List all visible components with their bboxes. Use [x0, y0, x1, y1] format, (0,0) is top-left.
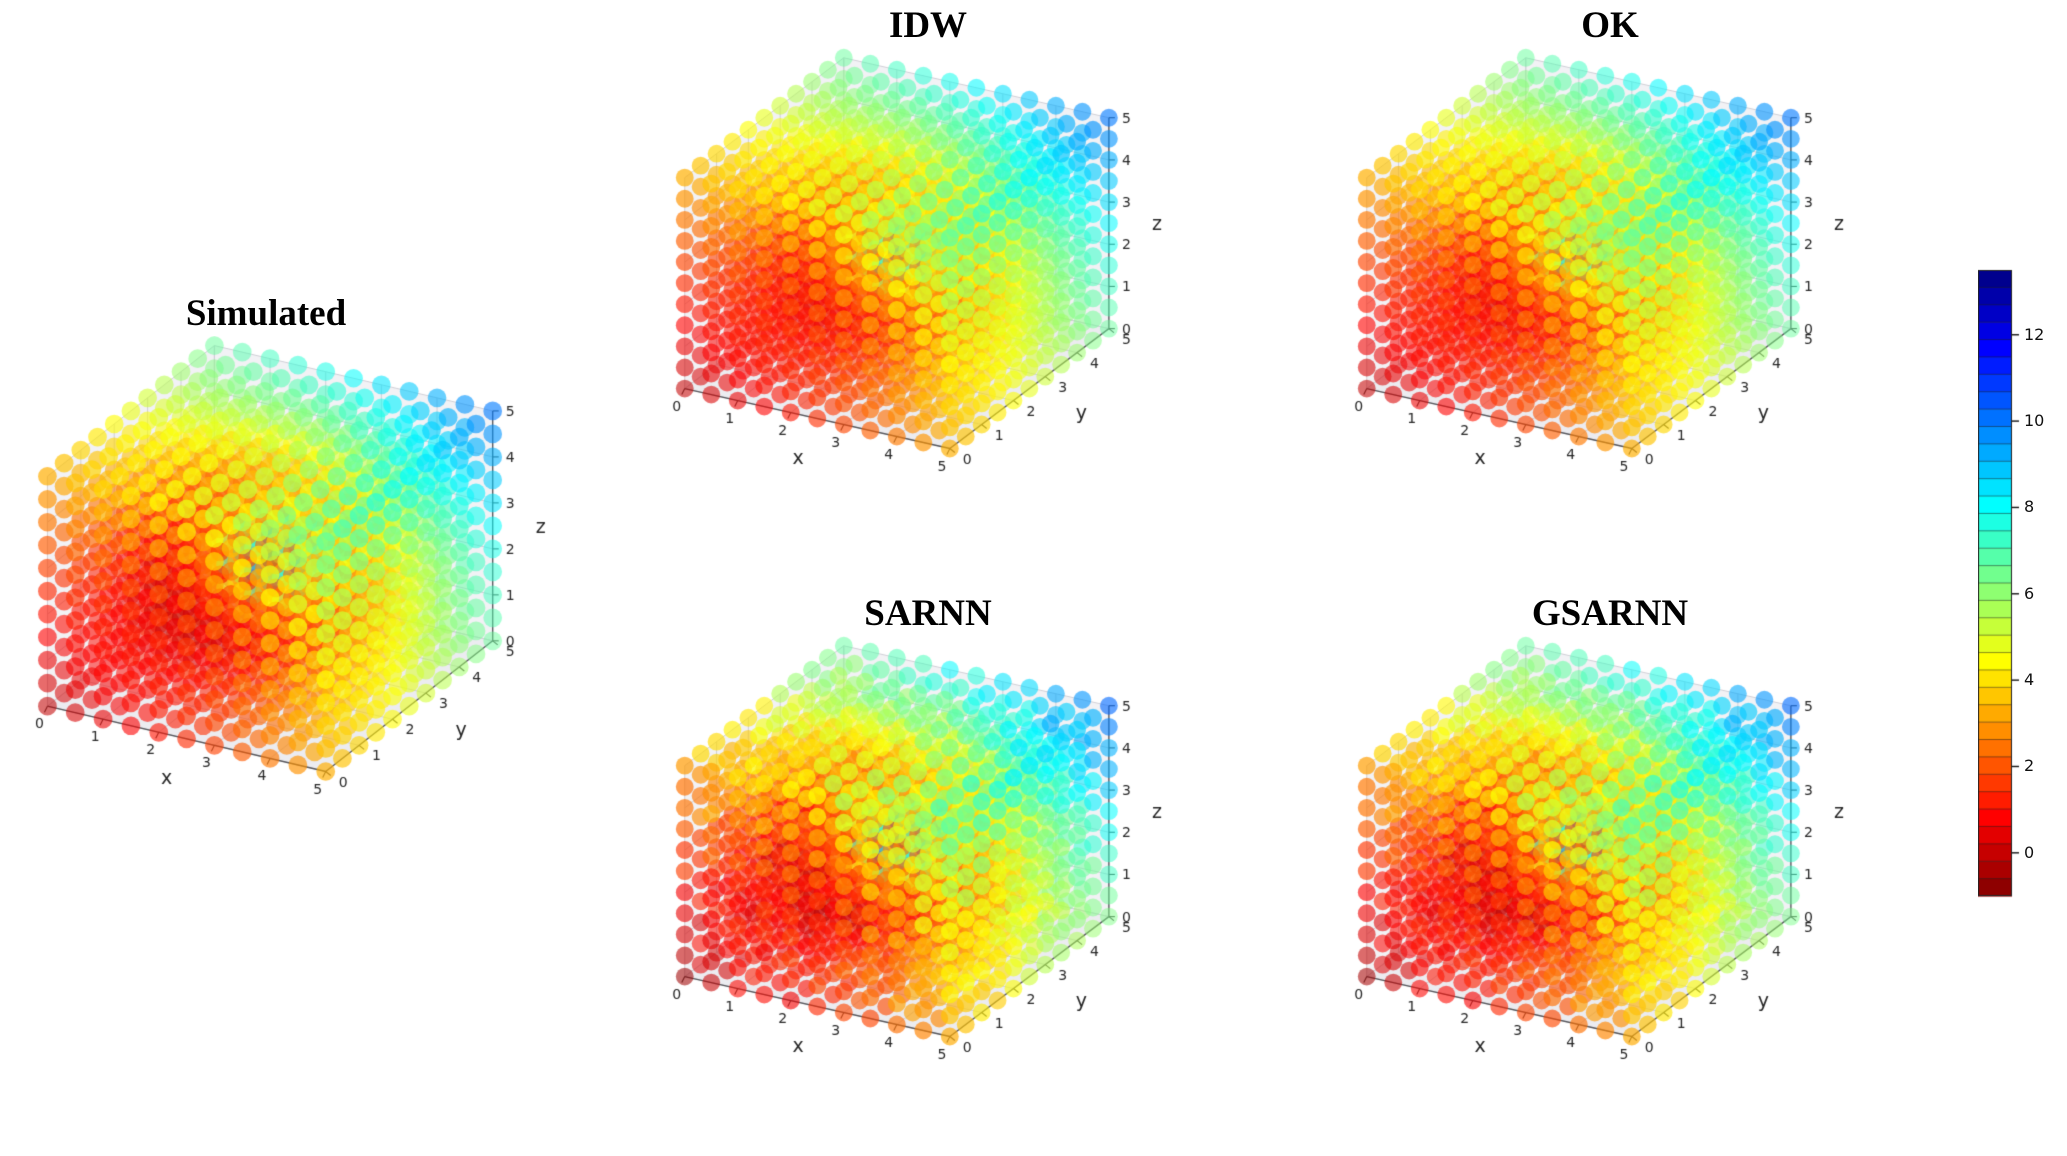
plot-title-idw: IDW — [888, 5, 968, 46]
plot-sarnn: SARNN — [645, 592, 1211, 1156]
scatter3d-canvas-sarnn — [645, 636, 1211, 1156]
plot-title-gsarnn: GSARNN — [1531, 593, 1689, 634]
colorbar-tick-labels: 0 2 4 6 8 10 12 — [2024, 268, 2067, 908]
plot-title-ok: OK — [1581, 5, 1639, 46]
colorbar-tick-label: 10 — [2024, 411, 2045, 431]
colorbar-tick-label: 0 — [2024, 842, 2035, 862]
scatter3d-canvas-gsarnn — [1327, 636, 1893, 1156]
colorbar-tick-label: 12 — [2024, 324, 2045, 344]
plot-ok: OK — [1327, 4, 1893, 568]
scatter3d-canvas-ok — [1327, 48, 1893, 568]
scatter3d-canvas-simulated — [6, 336, 596, 896]
colorbar-tick-label: 2 — [2024, 756, 2035, 776]
colorbar-canvas — [1978, 268, 2028, 902]
colorbar-tick-label: 4 — [2024, 670, 2035, 690]
colorbar: 0 2 4 6 8 10 12 — [1978, 268, 2067, 908]
plot-idw: IDW — [645, 4, 1211, 568]
plot-title-sarnn: SARNN — [864, 593, 992, 634]
colorbar-tick-label: 8 — [2024, 497, 2035, 517]
scatter3d-canvas-idw — [645, 48, 1211, 568]
plot-title-simulated: Simulated — [185, 293, 347, 334]
plot-gsarnn: GSARNN — [1327, 592, 1893, 1156]
colorbar-tick-label: 6 — [2024, 583, 2035, 603]
plot-simulated: Simulated — [6, 292, 596, 896]
